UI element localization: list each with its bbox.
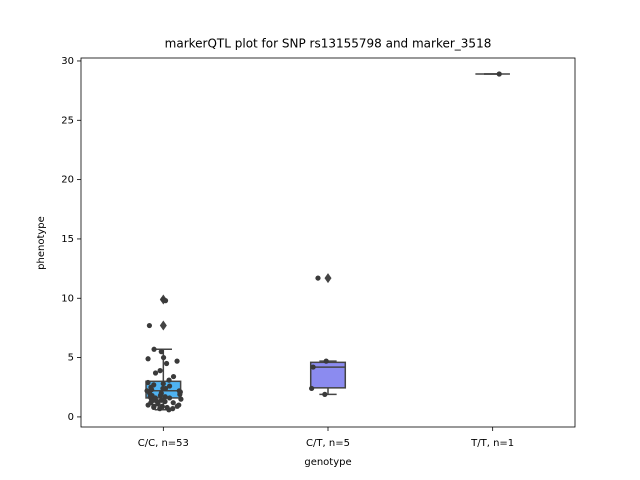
point <box>157 368 163 374</box>
point <box>322 391 328 397</box>
y-tick-label: 30 <box>61 56 74 67</box>
point <box>309 385 315 392</box>
point <box>315 275 321 281</box>
outlier <box>324 273 332 284</box>
point <box>146 322 153 329</box>
outlier <box>159 320 167 331</box>
point <box>162 398 168 405</box>
point <box>152 370 159 376</box>
point <box>177 391 183 397</box>
point <box>163 360 170 367</box>
y-tick-label: 15 <box>61 234 74 245</box>
point <box>166 377 172 383</box>
point <box>157 406 163 412</box>
point <box>145 379 151 386</box>
x-tick-label: C/C, n=53 <box>138 438 189 449</box>
point <box>170 373 177 380</box>
point <box>160 381 166 387</box>
point <box>145 402 151 408</box>
point <box>310 364 316 370</box>
point <box>160 385 166 392</box>
point <box>151 404 157 411</box>
point <box>170 400 176 406</box>
point <box>178 396 184 402</box>
point <box>158 349 164 355</box>
point <box>166 395 173 401</box>
point <box>145 356 151 362</box>
y-tick-label: 5 <box>68 353 74 364</box>
y-axis-label: phenotype <box>36 216 47 270</box>
x-axis-label: genotype <box>304 457 351 468</box>
point <box>147 394 153 400</box>
point <box>155 401 161 407</box>
point <box>323 358 329 364</box>
x-tick-label: C/T, n=5 <box>306 438 350 449</box>
point <box>496 71 502 77</box>
chart-title: markerQTL plot for SNP rs13155798 and ma… <box>165 37 492 51</box>
y-tick-label: 20 <box>61 175 74 186</box>
plot-frame <box>80 57 576 428</box>
point <box>166 407 172 413</box>
box <box>309 361 347 389</box>
point <box>174 358 180 364</box>
y-tick-label: 10 <box>61 293 74 304</box>
point <box>160 354 167 361</box>
point <box>166 383 173 389</box>
point <box>162 394 168 400</box>
point <box>151 346 157 352</box>
y-tick-label: 0 <box>68 412 74 423</box>
point <box>174 403 180 409</box>
point <box>162 298 169 304</box>
y-tick-label: 25 <box>61 115 74 126</box>
x-tick-label: T/T, n=1 <box>470 438 514 449</box>
point <box>157 392 164 399</box>
